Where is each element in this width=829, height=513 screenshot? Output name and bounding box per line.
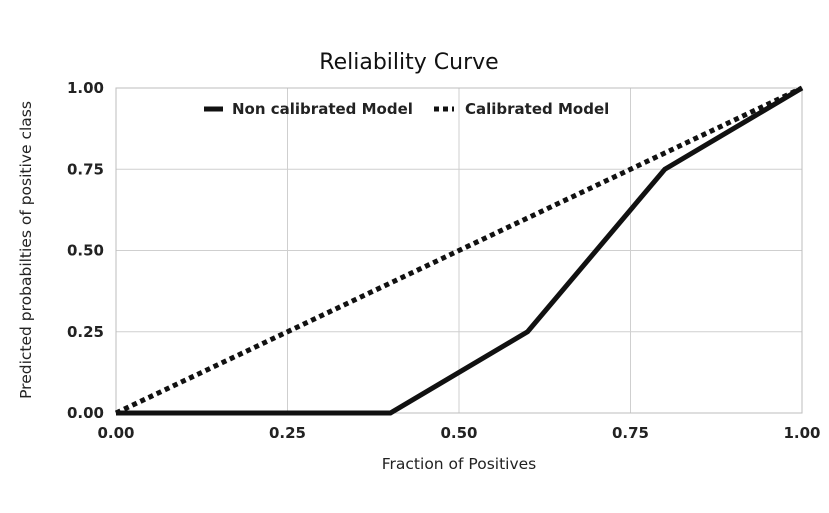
x-tick-label: 0.25 [269, 424, 306, 442]
plot-frame [115, 87, 803, 414]
chart-title: Reliability Curve [319, 50, 498, 75]
x-tick-label: 1.00 [783, 424, 820, 442]
legend: Non calibrated Model Calibrated Model [204, 100, 609, 118]
x-axis-label: Fraction of Positives [382, 455, 537, 473]
y-tick-label: 0.75 [67, 160, 104, 178]
y-tick-label: 1.00 [67, 79, 104, 97]
y-tick-label: 0.00 [67, 404, 104, 422]
series-line-calibrated-model [114, 85, 804, 416]
series-layer [114, 85, 804, 416]
y-axis-label: Predicted probabilties of positive class [17, 101, 35, 399]
y-tick-label: 0.50 [67, 242, 104, 260]
ticks-layer: 0.00 0.25 0.50 0.75 1.00 0.00 0.25 0.50 0.75 1.00 [67, 79, 821, 442]
legend-label-non-calibrated-model: Non calibrated Model [232, 100, 413, 118]
x-tick-label: 0.75 [612, 424, 649, 442]
series-line-non-calibrated-model [116, 85, 804, 416]
y-tick-label: 0.25 [67, 323, 104, 341]
x-tick-label: 0.00 [97, 424, 134, 442]
legend-label-calibrated-model: Calibrated Model [465, 100, 609, 118]
x-tick-label: 0.50 [440, 424, 477, 442]
